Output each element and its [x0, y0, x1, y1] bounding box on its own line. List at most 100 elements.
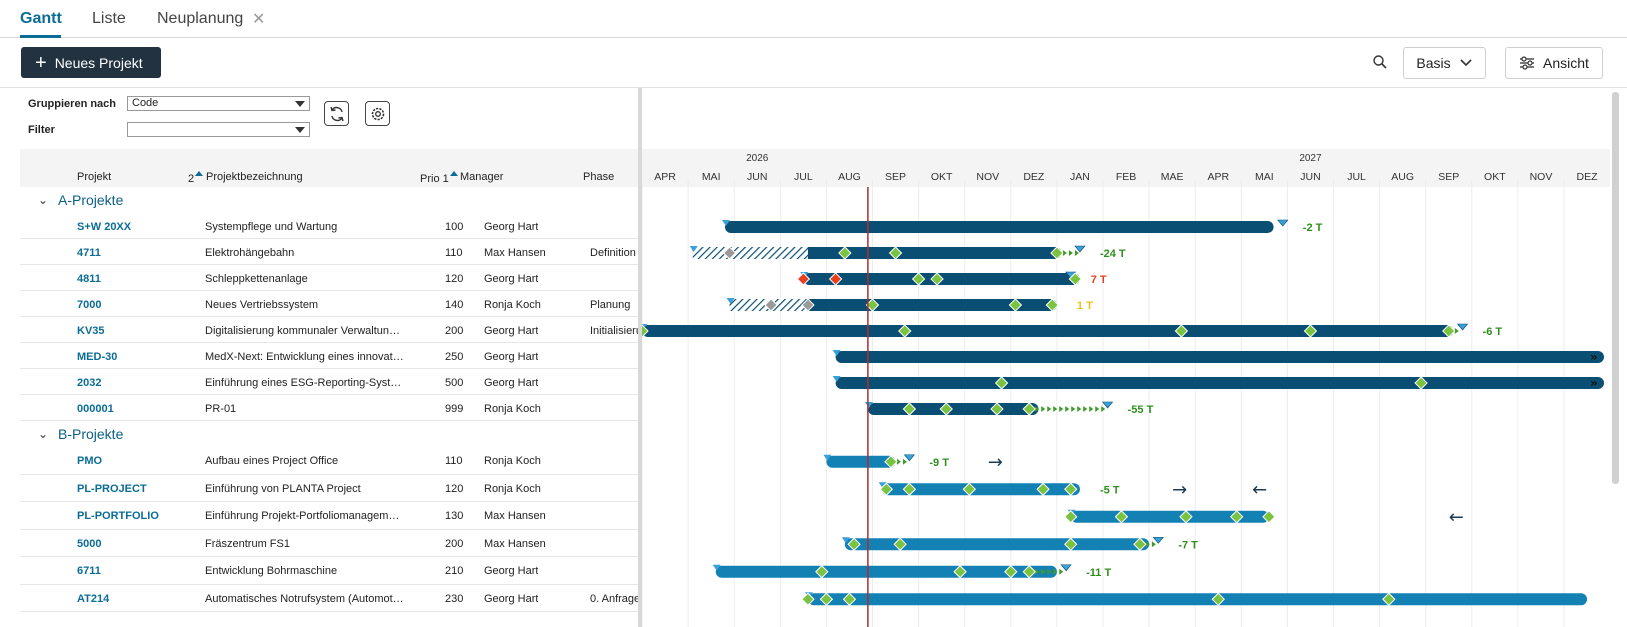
gantt-bar[interactable] — [835, 377, 1604, 389]
milestone-diamond[interactable] — [1022, 402, 1036, 416]
table-row[interactable]: 5000 Fräszentrum FS1 200 Max Hansen — [20, 530, 638, 557]
milestone-diamond[interactable] — [847, 537, 861, 551]
milestone-diamond[interactable] — [1174, 324, 1189, 338]
vertical-scrollbar[interactable] — [1612, 92, 1619, 484]
gantt-bar[interactable] — [835, 351, 1604, 363]
project-code[interactable]: KV35 — [77, 325, 105, 337]
col-sort-indicator[interactable]: 2 — [188, 171, 204, 185]
project-code[interactable]: S+W 20XX — [77, 221, 132, 233]
search-icon[interactable] — [1372, 54, 1388, 70]
table-row[interactable]: 7000 Neues Vertriebssystem 140 Ronja Koch Pl… — [20, 291, 638, 317]
basis-dropdown[interactable]: Basis — [1403, 47, 1486, 79]
milestone-diamond[interactable] — [930, 272, 944, 286]
gantt-bar[interactable] — [642, 325, 1454, 337]
table-row[interactable]: PL-PORTFOLIO Einführung Projekt-Portfolio… — [20, 502, 638, 530]
col-project-name[interactable]: Projektbezeichnung — [206, 171, 303, 183]
milestone-diamond[interactable] — [1004, 565, 1018, 579]
tab-neuplanung[interactable]: Neuplanung — [157, 10, 244, 27]
table-row[interactable]: KV35 Digitalisierung kommunaler Verwaltun… — [20, 317, 638, 343]
milestone-diamond[interactable] — [990, 402, 1004, 416]
milestone-diamond[interactable] — [939, 402, 953, 416]
gantt-bar[interactable] — [807, 593, 1588, 606]
col-prio[interactable]: Prio 1 — [420, 171, 458, 185]
milestone-diamond[interactable] — [801, 592, 815, 606]
milestone-diamond[interactable] — [1303, 324, 1318, 338]
milestone-diamond[interactable] — [815, 565, 829, 579]
milestone-diamond[interactable] — [1036, 482, 1050, 496]
table-row[interactable]: MED-30 MedX-Next: Entwicklung eines innov… — [20, 343, 638, 369]
project-code[interactable]: 6711 — [77, 565, 101, 577]
col-manager[interactable]: Manager — [460, 171, 504, 183]
milestone-diamond[interactable] — [962, 482, 977, 496]
settings-button[interactable] — [365, 101, 390, 126]
project-code[interactable]: AT214 — [77, 592, 110, 605]
milestone-diamond[interactable] — [1133, 537, 1147, 551]
table-row[interactable]: 6711 Entwicklung Bohrmaschine 210 Georg Har… — [20, 557, 638, 585]
milestone-diamond[interactable] — [1068, 272, 1083, 286]
milestone-diamond[interactable] — [1211, 592, 1225, 606]
milestone-diamond[interactable] — [1229, 510, 1244, 524]
milestone-diamond[interactable] — [801, 298, 815, 312]
milestone-diamond[interactable] — [1045, 298, 1059, 312]
milestone-diamond[interactable] — [642, 324, 649, 338]
milestone-diamond[interactable] — [953, 565, 967, 579]
table-row[interactable]: PMO Aufbau eines Project Office 110 Ronja K… — [20, 447, 638, 475]
project-code[interactable]: PMO — [77, 455, 103, 467]
group-by-select[interactable]: Code — [127, 96, 310, 111]
milestone-diamond[interactable] — [1008, 298, 1023, 312]
milestone-diamond[interactable] — [902, 402, 917, 416]
new-project-button[interactable]: + Neues Projekt — [21, 47, 161, 78]
project-code[interactable]: 2032 — [77, 377, 102, 389]
panel-splitter[interactable] — [638, 88, 642, 627]
gantt-bar[interactable] — [867, 403, 1039, 415]
table-row[interactable]: 4811 Schleppkettenanlage 120 Georg Hart — [20, 265, 638, 291]
milestone-diamond[interactable] — [902, 482, 917, 496]
milestone-diamond[interactable] — [722, 246, 737, 260]
col-phase[interactable]: Phase — [583, 171, 615, 183]
milestone-diamond[interactable] — [1064, 537, 1078, 551]
milestone-diamond[interactable] — [828, 272, 843, 286]
chevron-down-icon[interactable]: ⌄ — [38, 193, 49, 207]
gantt-bar[interactable] — [881, 483, 1080, 496]
table-row[interactable]: 4711 Elektrohängebahn 110 Max Hansen Definit… — [20, 239, 638, 265]
milestone-diamond[interactable] — [819, 592, 834, 606]
milestone-diamond[interactable] — [1114, 510, 1129, 524]
milestone-diamond[interactable] — [1414, 376, 1428, 390]
milestone-diamond[interactable] — [1064, 482, 1078, 496]
milestone-diamond[interactable] — [1442, 324, 1456, 338]
milestone-diamond[interactable] — [911, 272, 926, 286]
milestone-diamond[interactable] — [898, 324, 912, 338]
milestone-diamond[interactable] — [764, 298, 778, 312]
milestone-diamond[interactable] — [796, 272, 811, 286]
milestone-diamond[interactable] — [888, 246, 903, 260]
view-button[interactable]: Ansicht — [1505, 47, 1603, 79]
group-row[interactable]: ⌄ B-Projekte — [20, 421, 638, 447]
gantt-bar[interactable] — [844, 538, 1150, 551]
gantt-bar[interactable] — [826, 455, 896, 468]
refresh-button[interactable] — [324, 101, 349, 126]
table-row[interactable]: 2032 Einführung eines ESG-Reporting-Syste… — [20, 369, 638, 395]
group-row[interactable]: ⌄ A-Projekte — [20, 187, 638, 213]
project-code[interactable]: MED-30 — [77, 351, 118, 363]
table-row[interactable]: 000001 PR-01 999 Ronja Koch — [20, 395, 638, 421]
gantt-bar[interactable] — [724, 221, 1274, 233]
project-code[interactable]: 5000 — [77, 537, 102, 550]
milestone-diamond[interactable] — [1022, 565, 1036, 579]
filter-select[interactable] — [127, 122, 310, 137]
milestone-diamond[interactable] — [838, 246, 852, 260]
close-icon[interactable]: ✕ — [252, 11, 266, 28]
tab-liste[interactable]: Liste — [92, 10, 126, 27]
chevron-down-icon[interactable]: ⌄ — [38, 427, 49, 441]
milestone-diamond[interactable] — [1179, 510, 1193, 524]
milestone-diamond[interactable] — [879, 482, 894, 496]
milestone-diamond[interactable] — [1064, 510, 1078, 524]
gantt-bar-planned[interactable] — [692, 247, 808, 259]
project-code[interactable]: 000001 — [77, 403, 114, 415]
table-row[interactable]: PL-PROJECT Einführung von PLANTA Project 1… — [20, 475, 638, 502]
milestone-diamond[interactable] — [884, 455, 898, 469]
milestone-diamond[interactable] — [1262, 510, 1276, 524]
col-project[interactable]: Projekt — [77, 171, 112, 183]
milestone-diamond[interactable] — [893, 537, 907, 551]
project-code[interactable]: 4811 — [77, 273, 101, 285]
table-row[interactable]: AT214 Automatisches Notrufsystem (Automot… — [20, 585, 638, 612]
